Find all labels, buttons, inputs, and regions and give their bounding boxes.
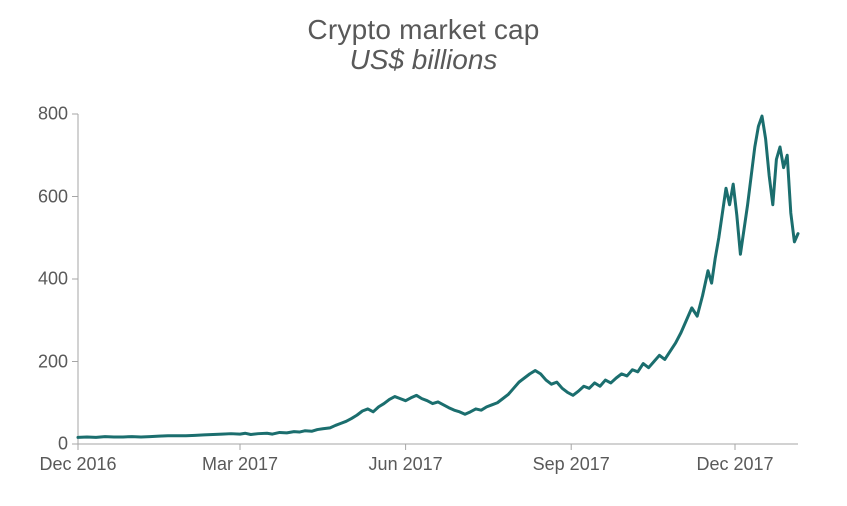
y-tick-label: 400 — [38, 269, 68, 290]
plot-area: 0200400600800Dec 2016Mar 2017Jun 2017Sep… — [78, 114, 798, 444]
x-tick-label: Jun 2017 — [369, 454, 443, 475]
x-tick-label: Dec 2017 — [696, 454, 773, 475]
chart-title: Crypto market cap — [0, 0, 847, 46]
y-tick-label: 600 — [38, 186, 68, 207]
x-tick-label: Sep 2017 — [533, 454, 610, 475]
x-tick-label: Dec 2016 — [39, 454, 116, 475]
chart-svg — [78, 114, 798, 444]
x-tick-label: Mar 2017 — [202, 454, 278, 475]
chart-titles: Crypto market cap US$ billions — [0, 0, 847, 76]
chart-container: Crypto market cap US$ billions 020040060… — [0, 0, 847, 506]
y-tick-label: 0 — [58, 434, 68, 455]
y-tick-label: 200 — [38, 351, 68, 372]
chart-subtitle: US$ billions — [0, 44, 847, 76]
y-tick-label: 800 — [38, 104, 68, 125]
